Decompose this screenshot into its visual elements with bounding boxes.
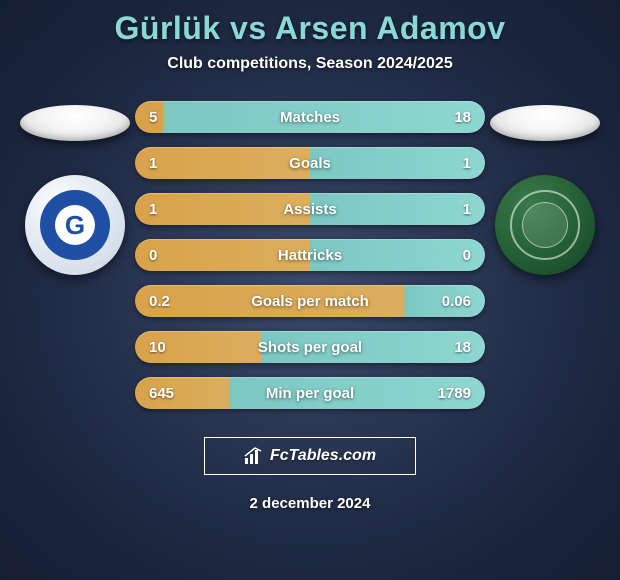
club-badge-left: G (25, 175, 125, 275)
player-avatar-right (490, 105, 600, 141)
club-badge-left-inner: G (40, 190, 110, 260)
stat-value-left: 5 (149, 109, 189, 126)
stat-value-right: 1789 (431, 385, 471, 402)
stat-row: 0Hattricks0 (135, 239, 485, 271)
club-initial-left: G (55, 205, 95, 245)
player-avatar-left (20, 105, 130, 141)
brand-box: FcTables.com (204, 437, 416, 475)
stat-value-left: 1 (149, 155, 189, 172)
date-text: 2 december 2024 (0, 495, 620, 512)
stat-row: 1Goals1 (135, 147, 485, 179)
stat-row: 5Matches18 (135, 101, 485, 133)
stat-row: 10Shots per goal18 (135, 331, 485, 363)
stat-value-left: 0 (149, 247, 189, 264)
brand-text: FcTables.com (270, 447, 376, 465)
club-badge-right (495, 175, 595, 275)
stats-column: 5Matches18 1Goals1 1Assists1 0Hattricks0 0.2… (135, 101, 485, 409)
stat-value-left: 1 (149, 201, 189, 218)
club-emblem-right (522, 202, 568, 248)
stat-value-right: 0 (431, 247, 471, 264)
stat-value-left: 10 (149, 339, 189, 356)
stat-value-right: 0.06 (431, 293, 471, 310)
stat-row: 1Assists1 (135, 193, 485, 225)
club-badge-right-inner (510, 190, 580, 260)
stat-row: 645Min per goal1789 (135, 377, 485, 409)
right-side (485, 101, 605, 275)
stat-value-right: 1 (431, 155, 471, 172)
left-side: G (15, 101, 135, 275)
stat-value-left: 0.2 (149, 293, 189, 310)
page-title: Gürlük vs Arsen Adamov (0, 10, 620, 47)
comparison-card: Gürlük vs Arsen Adamov Club competitions… (0, 0, 620, 580)
stat-value-right: 18 (431, 109, 471, 126)
main-row: G 5Matches181Goals11Assists10Hattricks00… (0, 101, 620, 409)
stat-value-right: 1 (431, 201, 471, 218)
stat-row: 0.2Goals per match0.06 (135, 285, 485, 317)
subtitle: Club competitions, Season 2024/2025 (0, 55, 620, 73)
stat-value-right: 18 (431, 339, 471, 356)
chart-icon (244, 447, 264, 465)
stat-value-left: 645 (149, 385, 189, 402)
